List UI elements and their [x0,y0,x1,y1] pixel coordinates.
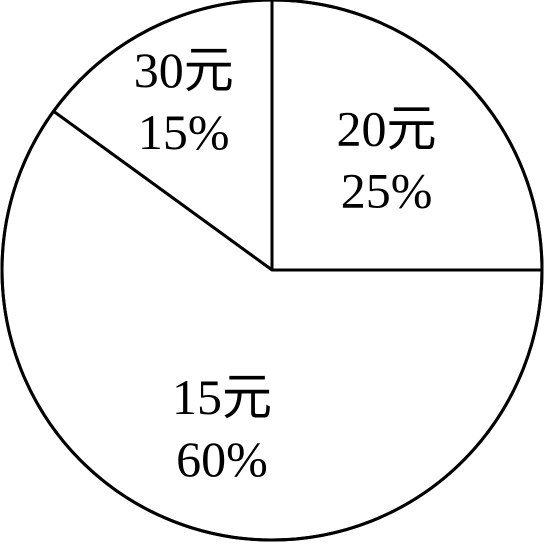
slice-percent-label: 25% [341,162,433,218]
pie-labels: 20元 25% 30元 15% 15元 60% [134,42,437,487]
slice-price-label: 15元 [172,369,272,425]
slice-price-label: 20元 [337,100,437,156]
slice-percent-label: 60% [176,431,268,487]
slice-percent-label: 15% [138,104,230,160]
slice-price-label: 30元 [134,42,234,98]
